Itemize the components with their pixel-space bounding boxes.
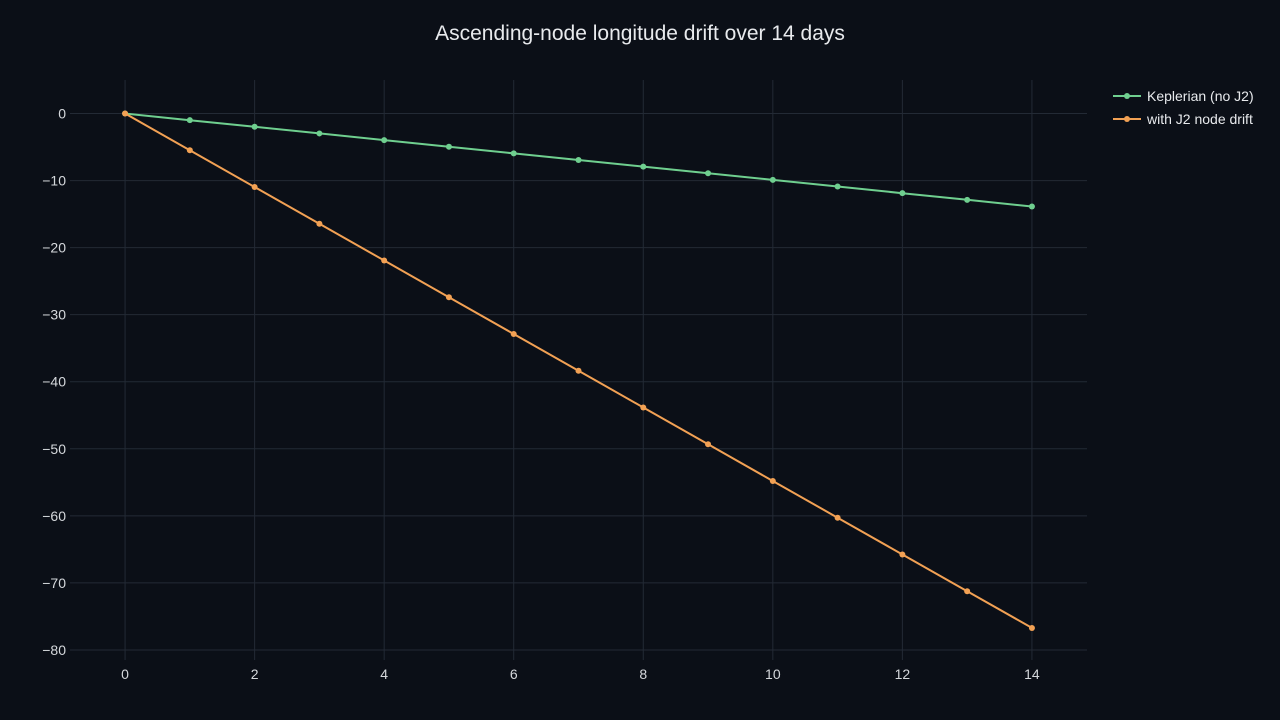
- y-tick-label: −40: [42, 374, 66, 390]
- x-tick-label: 12: [895, 666, 911, 682]
- legend-swatch-marker: [1124, 93, 1130, 99]
- data-point: [769, 176, 776, 183]
- data-point: [899, 551, 906, 558]
- data-point: [122, 110, 129, 117]
- x-tick-label: 8: [639, 666, 647, 682]
- data-point: [834, 514, 841, 521]
- data-point: [186, 147, 193, 154]
- data-point: [510, 330, 517, 337]
- data-point: [964, 196, 971, 203]
- x-tick-label: 14: [1024, 666, 1040, 682]
- y-tick-label: −50: [42, 441, 66, 457]
- x-tick-label: 6: [510, 666, 518, 682]
- data-point: [705, 170, 712, 177]
- y-tick-label: −60: [42, 508, 66, 524]
- legend-swatch-marker: [1124, 116, 1130, 122]
- data-point: [1028, 624, 1035, 631]
- data-point: [575, 156, 582, 163]
- x-tick-label: 10: [765, 666, 781, 682]
- data-point: [1028, 203, 1035, 210]
- data-point: [445, 143, 452, 150]
- x-tick-label: 2: [251, 666, 259, 682]
- data-point: [381, 257, 388, 264]
- y-tick-label: −30: [42, 307, 66, 323]
- data-point: [705, 441, 712, 448]
- data-point: [510, 150, 517, 157]
- chart-title: Ascending-node longitude drift over 14 d…: [435, 22, 845, 45]
- x-axis-ticks: 0 2 4 6 8 10 12 14: [121, 666, 1040, 682]
- y-tick-label: −80: [42, 642, 66, 658]
- x-tick-label: 0: [121, 666, 129, 682]
- legend: Keplerian (no J2) with J2 node drift: [1113, 88, 1254, 127]
- data-point: [769, 477, 776, 484]
- data-point: [251, 184, 258, 191]
- legend-label: with J2 node drift: [1146, 111, 1253, 127]
- legend-label: Keplerian (no J2): [1147, 88, 1254, 104]
- y-tick-label: 0: [58, 106, 66, 122]
- y-tick-label: −10: [42, 173, 66, 189]
- data-point: [445, 294, 452, 301]
- data-point: [640, 404, 647, 411]
- y-tick-label: −70: [42, 575, 66, 591]
- data-point: [316, 220, 323, 227]
- series-group: [122, 110, 1035, 631]
- data-point: [251, 123, 258, 130]
- data-point: [186, 117, 193, 124]
- data-point: [964, 588, 971, 595]
- y-tick-label: −20: [42, 240, 66, 256]
- data-point: [575, 367, 582, 374]
- data-point: [899, 190, 906, 197]
- data-point: [316, 130, 323, 137]
- legend-item[interactable]: Keplerian (no J2): [1113, 88, 1254, 104]
- x-tick-label: 4: [380, 666, 388, 682]
- data-point: [381, 137, 388, 144]
- grid: [70, 80, 1087, 660]
- data-point: [640, 163, 647, 170]
- legend-item[interactable]: with J2 node drift: [1113, 111, 1253, 127]
- y-axis-ticks: 0 −10 −20 −30 −40 −50 −60 −70 −80: [42, 106, 66, 658]
- series-2: [122, 110, 1035, 631]
- data-point: [834, 183, 841, 190]
- series-1: [122, 110, 1035, 210]
